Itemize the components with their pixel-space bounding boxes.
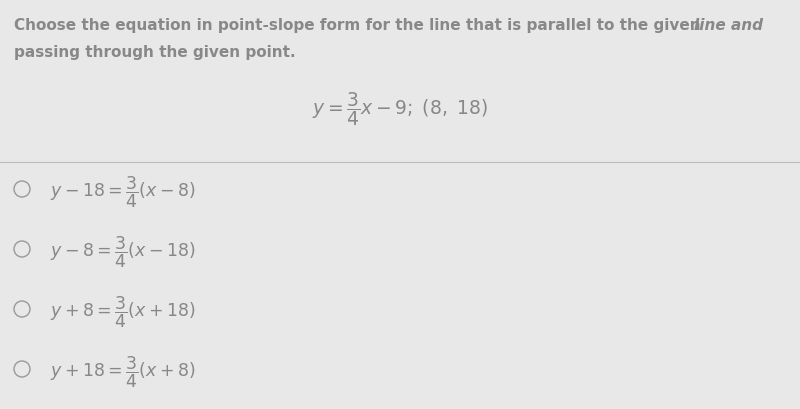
Text: line and: line and	[694, 18, 763, 33]
Text: $y + 8 = \dfrac{3}{4}(x + 18)$: $y + 8 = \dfrac{3}{4}(x + 18)$	[50, 295, 195, 330]
Text: $y - 8 = \dfrac{3}{4}(x - 18)$: $y - 8 = \dfrac{3}{4}(x - 18)$	[50, 235, 195, 270]
Text: passing through the given point.: passing through the given point.	[14, 45, 296, 60]
Text: Choose the equation in point-slope form for the line that is parallel to the giv: Choose the equation in point-slope form …	[14, 18, 706, 33]
Text: $y + 18 = \dfrac{3}{4}(x + 8)$: $y + 18 = \dfrac{3}{4}(x + 8)$	[50, 355, 195, 391]
Text: $y = \dfrac{3}{4}x - 9;\; (8,\ 18)$: $y = \dfrac{3}{4}x - 9;\; (8,\ 18)$	[312, 90, 488, 128]
Text: $y - 18 = \dfrac{3}{4}(x - 8)$: $y - 18 = \dfrac{3}{4}(x - 8)$	[50, 175, 195, 210]
